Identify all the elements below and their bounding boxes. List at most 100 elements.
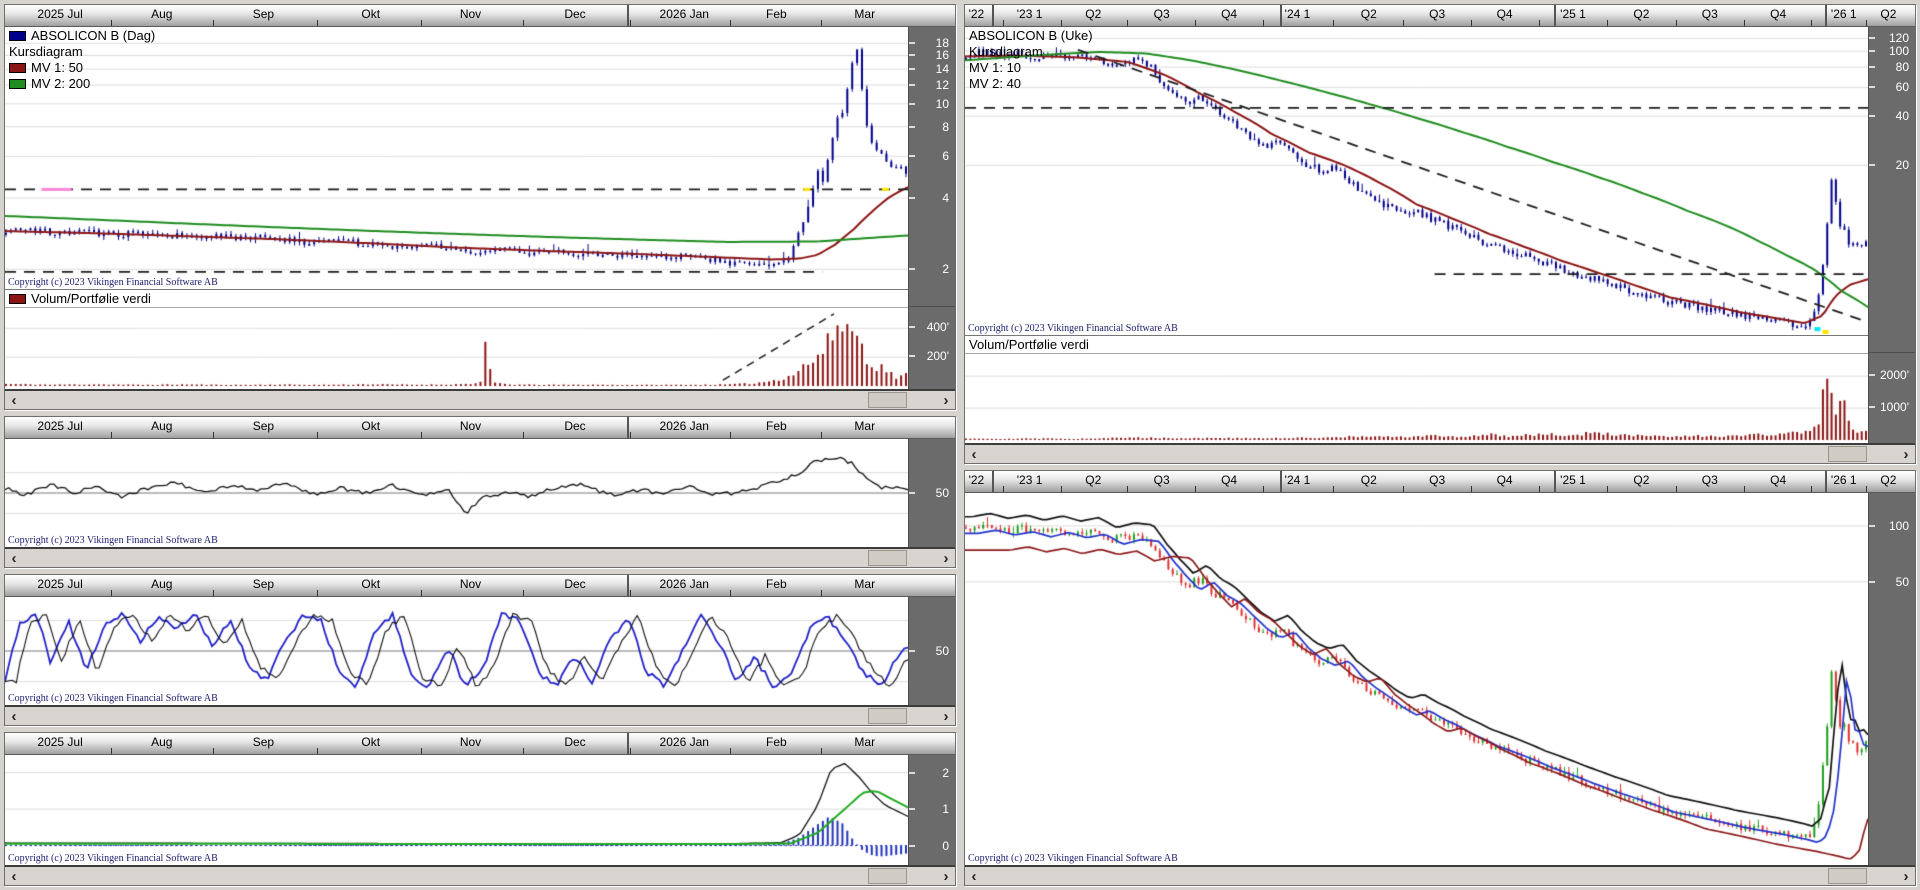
timeline-year-divider [1554,5,1556,26]
legend-label: Kursdiagram [9,44,83,59]
timeline-label: Q4 [1496,473,1513,487]
scroll-left-icon[interactable]: ‹ [971,445,977,463]
timeline-tick [1127,486,1129,492]
timeline-label: Feb [766,419,787,433]
timeline-header-ind1[interactable]: 2025 Jul Aug Sep Okt Nov Dec 2026 Jan Feb Mar [5,417,955,439]
axis-tick-label: 400' [926,320,949,335]
axis-tick-label: 0 [942,838,949,853]
scrollbar-track[interactable] [23,867,937,885]
timeline-label: Q2 [1880,7,1897,21]
axis-tick-mark [909,808,915,811]
timeline-label: '22 [968,473,985,487]
timeline-tick [1263,486,1265,492]
timeline-header-weekly[interactable]: '22 '23 1 Q2 Q3 Q4 '24 1 Q2 Q3 Q4 '25 1 Q2 Q3 Q4 '26 … [965,5,1915,27]
timeline-label: 2026 Jan [659,735,709,749]
h-scrollbar[interactable]: ‹ › [965,443,1915,463]
scroll-left-icon[interactable]: ‹ [971,867,977,885]
axis-tick-mark [1869,50,1875,53]
h-scrollbar[interactable]: ‹ › [5,547,955,567]
scrollbar-thumb[interactable] [1828,868,1867,884]
scroll-right-icon[interactable]: › [943,707,949,725]
weekly-volume-canvas[interactable] [965,354,1868,443]
h-scrollbar[interactable]: ‹ › [5,389,955,409]
indicator1-canvas[interactable] [5,439,908,547]
axis-tick-mark [909,42,915,45]
daily-legend: ABSOLICON B (Dag) Kursdiagram MV 1: 50 MV 2… [9,28,155,92]
scroll-right-icon[interactable]: › [943,549,949,567]
h-scrollbar[interactable]: ‹ › [5,865,955,885]
timeline-header-weekly2[interactable]: '22 '23 1 Q2 Q3 Q4 '24 1 Q2 Q3 Q4 '25 1 Q2 Q3 Q4 '26 … [965,471,1915,493]
timeline-header-ind2[interactable]: 2025 Jul Aug Sep Okt Nov Dec 2026 Jan Feb Mar [5,575,955,597]
timeline-tick [730,748,732,754]
scroll-right-icon[interactable]: › [1903,867,1909,885]
scrollbar-thumb[interactable] [1828,446,1867,462]
timeline-label: '26 1 [1830,473,1857,487]
h-scrollbar[interactable]: ‹ › [965,865,1915,885]
timeline-label: Q3 [1429,473,1446,487]
scrollbar-thumb[interactable] [868,708,907,724]
daily-volume-canvas[interactable] [5,308,908,389]
timeline-label: Feb [766,577,787,591]
scroll-right-icon[interactable]: › [943,867,949,885]
scrollbar-track[interactable] [983,445,1897,463]
axis-tick-label: 40 [1895,109,1909,124]
axis-tick-mark [909,155,915,158]
axis-tick-label: 100 [1888,44,1909,59]
axis-tick-mark [909,102,915,105]
scroll-right-icon[interactable]: › [943,391,949,409]
timeline-tick [1607,20,1609,26]
timeline-label: Q2 [1085,473,1102,487]
axis-tick-label: 50 [935,486,949,500]
scroll-left-icon[interactable]: ‹ [11,707,17,725]
timeline-tick [1675,20,1677,26]
scrollbar-track[interactable] [23,391,937,409]
scrollbar-thumb[interactable] [868,550,907,566]
timeline-label: '25 1 [1560,473,1586,487]
scrollbar-thumb[interactable] [868,392,907,408]
timeline-tick [522,748,524,754]
timeline-label: Q2 [1880,473,1897,487]
timeline-label: 2026 Jan [659,419,709,433]
scroll-left-icon[interactable]: ‹ [11,867,17,885]
timeline-year-divider [627,733,630,754]
weekly-price-canvas[interactable] [965,27,1868,335]
timeline-year-divider [991,471,994,492]
legend-label: MV 2: 40 [969,76,1022,91]
axis-tick-mark [909,355,915,358]
timeline-label: Sep [252,419,275,433]
daily-indicator3-panel: 2025 Jul Aug Sep Okt Nov Dec 2026 Jan Feb Mar Co… [4,732,956,886]
legend-label: ABSOLICON B (Dag) [31,28,156,43]
timeline-header-daily[interactable]: 2025 Jul Aug Sep Okt Nov Dec 2026 Jan Feb Mar [5,5,955,27]
indicator2-canvas[interactable] [5,597,908,705]
timeline-label: '23 1 [1016,7,1043,21]
timeline-header-ind3[interactable]: 2025 Jul Aug Sep Okt Nov Dec 2026 Jan Feb Mar [5,733,955,755]
scrollbar-track[interactable] [23,707,937,725]
scroll-left-icon[interactable]: ‹ [11,549,17,567]
scroll-right-icon[interactable]: › [1903,445,1909,463]
timeline-tick [1470,486,1472,492]
scrollbar-track[interactable] [23,549,937,567]
scroll-left-icon[interactable]: ‹ [11,391,17,409]
timeline-year-divider [627,5,630,26]
volume-label: Volum/Portfølie verdi [31,291,151,306]
timeline-label: '22 [968,7,985,21]
axis-tick-label: 10 [935,96,949,111]
timeline-tick [110,748,112,754]
copyright-text: Copyright (c) 2023 Vikingen Financial So… [8,853,218,864]
scrollbar-thumb[interactable] [868,868,907,884]
weekly-indicator-canvas[interactable] [965,493,1868,865]
daily-volume-area [5,308,908,389]
timeline-year-divider [1280,5,1283,26]
timeline-tick [110,20,112,26]
indicator3-canvas[interactable] [5,755,908,865]
timeline-label: Q2 [1633,473,1650,487]
volume-swatch [9,293,26,304]
axis-tick-mark [1869,115,1875,118]
timeline-tick [110,590,112,596]
h-scrollbar[interactable]: ‹ › [5,705,955,725]
daily-price-canvas[interactable] [5,27,908,289]
legend-swatch [9,31,26,41]
scrollbar-track[interactable] [983,867,1897,885]
timeline-label: Q2 [1633,7,1650,21]
axis-tick-mark [1869,406,1875,409]
